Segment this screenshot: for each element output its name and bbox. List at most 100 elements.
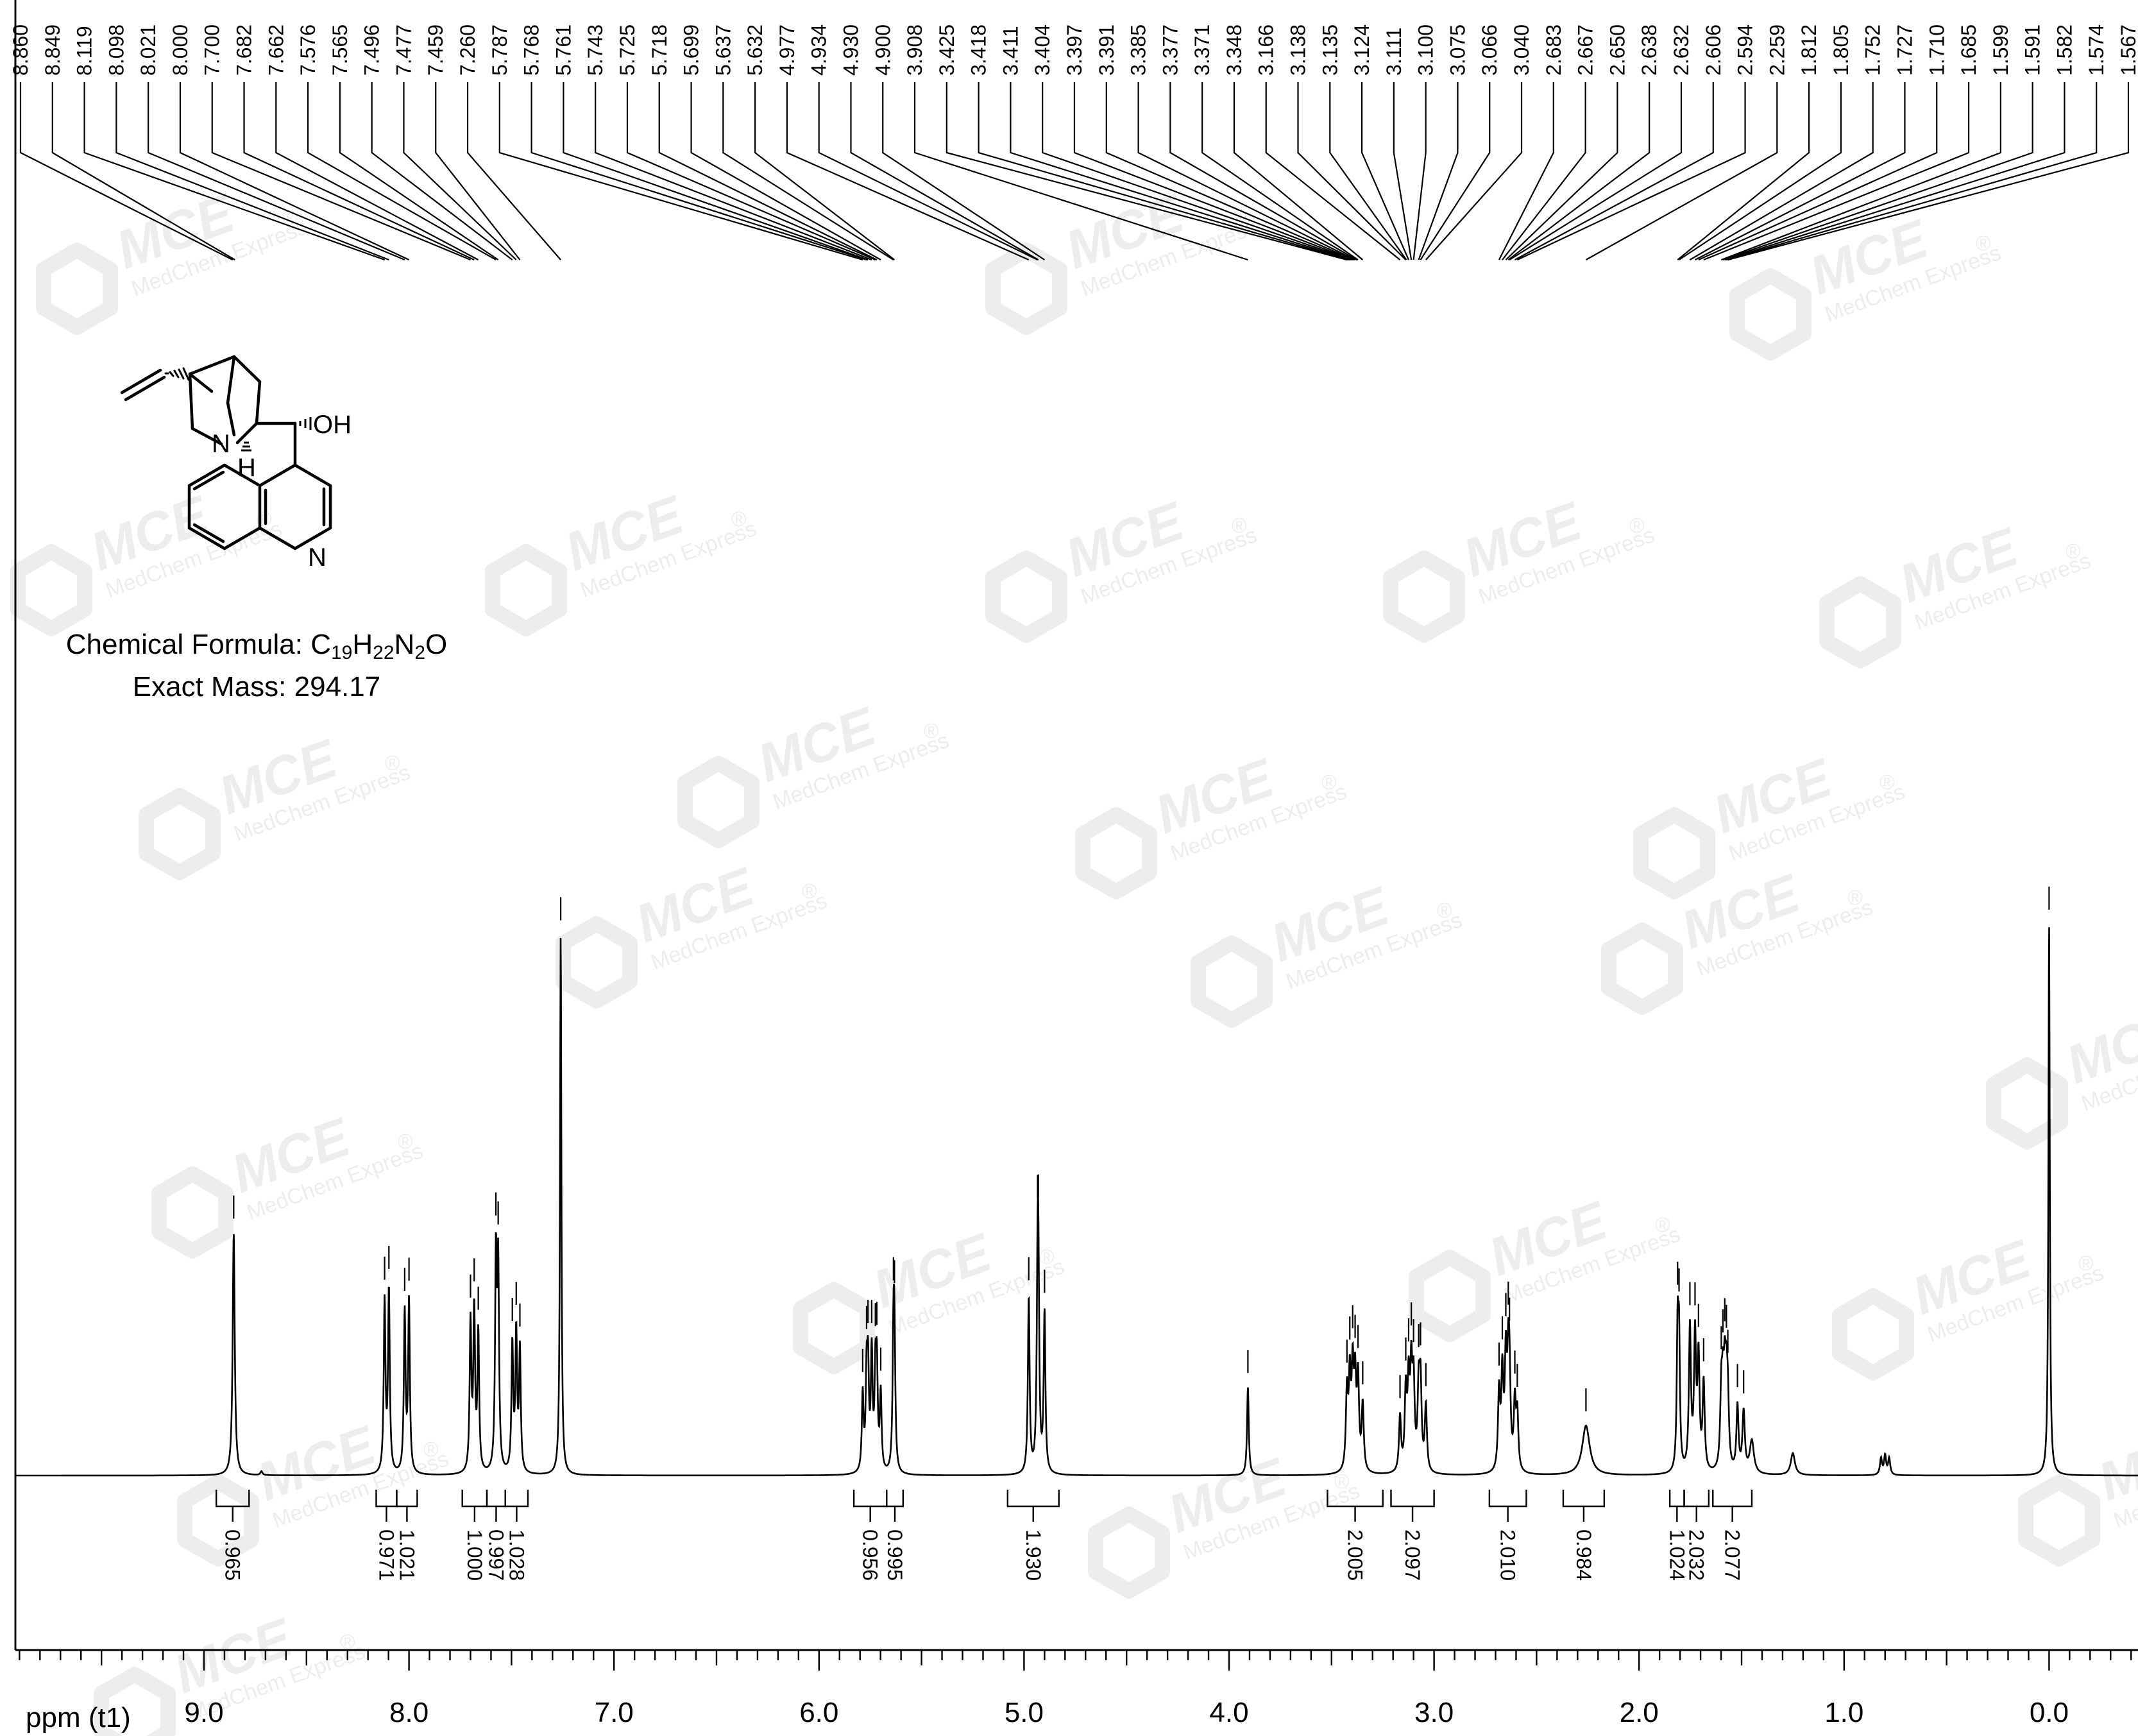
peak-shift-label: 5.718 [648,24,671,76]
peak-label-leader [913,82,1248,261]
peak-shift-label: 3.135 [1318,24,1341,76]
chemical-structure: OH N H N [120,355,352,572]
peak-label-leader [658,82,878,260]
peak-shift-label: 8.021 [137,24,160,76]
integral-bracket [504,1490,529,1508]
x-tick-label: 7.0 [595,1697,634,1728]
x-tick-label: 9.0 [184,1697,223,1728]
peak-label-leader [626,82,876,261]
peak-shift-label: 7.459 [424,24,447,76]
peak-label-leader [1393,82,1413,260]
peak-label-leader [595,82,872,261]
peak-label-leader [179,82,410,260]
integral-region: 0.956 [853,1490,888,1581]
peak-shift-label: 7.496 [361,24,384,76]
integral-region: 1.024 [1665,1490,1688,1581]
peak-shift-label: 3.385 [1127,24,1150,76]
peak-shift-label: 2.667 [1574,24,1597,76]
peak-shift-label: 1.710 [1925,24,1948,76]
peak-label-leader [115,82,389,261]
peak-shift-label: 3.040 [1510,24,1533,76]
watermark-reg: ® [1976,232,1991,255]
watermark-reg: ® [1232,514,1247,537]
peak-shift-label: 3.100 [1414,24,1438,76]
peak-shift-label: 1.727 [1893,24,1916,76]
exact-mass: Exact Mass: 294.17 [132,671,381,702]
peak-shift-label: 3.066 [1478,24,1501,76]
x-tick-label: 3.0 [1414,1697,1454,1728]
integral-region: 0.995 [883,1490,906,1581]
integral-region: 0.965 [215,1490,250,1581]
peak-label-leader [850,82,1039,260]
peak-label-leader [1585,82,1778,260]
quinoline-n-label: N [308,543,327,572]
peak-label-leader [1329,82,1407,260]
peak-label-leader [1420,82,1491,260]
integral-bracket [853,1490,888,1508]
peak-shift-label: 4.930 [839,24,862,76]
peak-label-leader [978,82,1349,261]
integral-bracket [1683,1490,1710,1508]
integral-bracket [396,1490,418,1508]
peak-shift-label: 3.377 [1158,24,1182,76]
peak-label-leader [1425,82,1523,260]
peak-label-leader [466,82,561,260]
peak-label-leader [690,82,881,260]
peak-shift-label: 7.700 [201,24,224,76]
x-axis-label: ppm (t1) [26,1702,131,1733]
peak-label-leader [1010,82,1350,261]
peak-shift-label: 8.000 [169,24,192,76]
peak-shift-label: 3.111 [1382,28,1405,76]
integral-bracket [886,1490,904,1508]
peak-shift-label: 2.683 [1542,24,1565,76]
watermark-reg: ® [385,751,400,774]
peak-shift-label: 5.725 [616,24,639,76]
peak-label-leader [1361,82,1409,260]
peak-label-leader [1297,82,1407,260]
watermark-reg: ® [924,719,939,742]
peak-shift-label: 3.404 [1031,24,1054,76]
peak-shift-label: 1.599 [1989,24,2012,76]
peak-shift-label: 3.166 [1255,24,1278,76]
peak-label-leader [1516,82,1746,260]
peak-shift-label: 7.576 [296,24,319,76]
amine-n-label: N [212,430,230,458]
peak-shift-label: 8.098 [105,24,128,76]
integral-region: 1.930 [1006,1490,1060,1581]
integral-region: 0.971 [375,1490,398,1581]
peak-label-leader [307,82,496,260]
peak-shift-label: 3.391 [1095,24,1118,76]
peak-shift-label: 5.637 [711,24,734,76]
peak-label-leader [1505,82,1618,260]
integral-value: 1.024 [1665,1529,1688,1581]
peak-label-leader [435,82,521,260]
peak-label-leader [1722,82,2033,261]
watermark-reg: ® [1879,770,1895,794]
peak-label-leader [1677,82,1810,260]
peak-label-leader [1689,82,1874,260]
x-tick-label: 1.0 [1824,1697,1863,1728]
integral-value: 0.965 [221,1529,244,1581]
integral-bracket [1327,1490,1384,1508]
peak-shift-label: 1.574 [2085,24,2108,76]
integral-value: 2.005 [1344,1529,1367,1581]
watermark-reg: ® [1629,514,1645,537]
peak-shift-label: 1.582 [2053,24,2076,76]
integral-value: 1.021 [395,1529,418,1581]
peak-shift-label: 1.752 [1862,24,1885,76]
peak-label-leader [1233,82,1364,260]
peak-shift-label: 5.632 [743,24,767,76]
x-tick-label: 2.0 [1620,1697,1659,1728]
integral-bracket [1006,1490,1060,1508]
peak-shift-label: 3.418 [967,24,990,76]
peak-shift-label: 3.425 [935,24,958,76]
peak-shift-label: 2.638 [1638,24,1661,76]
integral-bracket [215,1490,250,1508]
integral-bracket [1712,1490,1753,1508]
watermark-reg: ® [2066,540,2081,563]
integral-bracket [1668,1490,1685,1508]
peak-label-leader [275,82,479,260]
